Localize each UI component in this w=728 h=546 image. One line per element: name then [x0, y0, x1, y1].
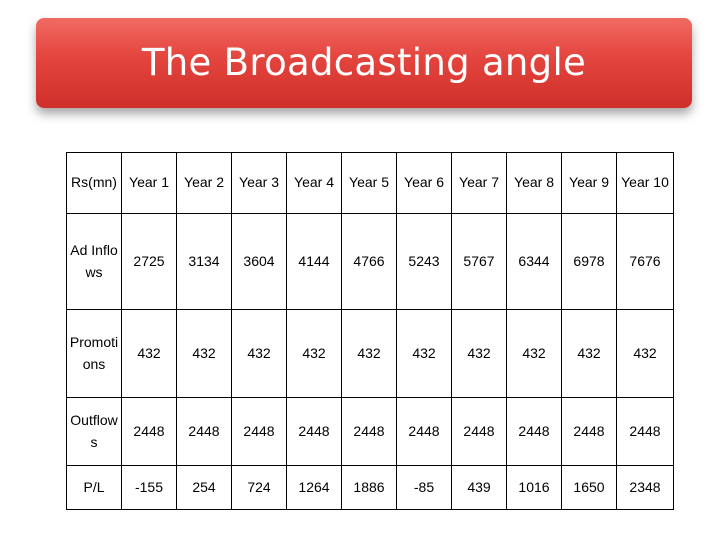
- header-cell-year: Year 5: [341, 152, 397, 214]
- table-row: P/L -155 254 724 1264 1886 -85 439 1016 …: [66, 465, 674, 510]
- header-cell-year: Year 6: [396, 152, 452, 214]
- header-cell-unit: Rs(mn): [66, 152, 122, 214]
- table-cell: 432: [176, 309, 232, 398]
- table-cell: 724: [231, 465, 287, 510]
- table-cell: 432: [506, 309, 562, 398]
- table-cell: 2448: [451, 397, 507, 466]
- table-row: Promotions 432 432 432 432 432 432 432 4…: [66, 309, 674, 398]
- header-cell-year: Year 9: [561, 152, 617, 214]
- table-cell: 2448: [176, 397, 232, 466]
- header-cell-year: Year 7: [451, 152, 507, 214]
- row-label-cell: Ad Inflows: [66, 213, 122, 310]
- table-cell: 2448: [561, 397, 617, 466]
- header-cell-year: Year 4: [286, 152, 342, 214]
- table-cell: 7676: [616, 213, 674, 310]
- header-cell-year: Year 8: [506, 152, 562, 214]
- header-cell-year: Year 2: [176, 152, 232, 214]
- table-cell: 432: [121, 309, 177, 398]
- broadcasting-table: Rs(mn) Year 1 Year 2 Year 3 Year 4 Year …: [66, 152, 674, 510]
- table-cell: 4144: [286, 213, 342, 310]
- header-cell-year: Year 3: [231, 152, 287, 214]
- table-cell: 2448: [286, 397, 342, 466]
- table-header-row: Rs(mn) Year 1 Year 2 Year 3 Year 4 Year …: [66, 152, 674, 214]
- table-cell: 3604: [231, 213, 287, 310]
- header-cell-year: Year 1: [121, 152, 177, 214]
- table-cell: 2348: [616, 465, 674, 510]
- row-label-cell: P/L: [66, 465, 122, 510]
- table-cell: 432: [616, 309, 674, 398]
- table-cell: 2448: [231, 397, 287, 466]
- table-cell: 432: [341, 309, 397, 398]
- table-cell: 439: [451, 465, 507, 510]
- table-cell: 254: [176, 465, 232, 510]
- table-cell: 1650: [561, 465, 617, 510]
- table-cell: 5243: [396, 213, 452, 310]
- table-cell: 432: [231, 309, 287, 398]
- table-cell: 432: [396, 309, 452, 398]
- table-cell: 4766: [341, 213, 397, 310]
- table-cell: 432: [286, 309, 342, 398]
- table-cell: 1264: [286, 465, 342, 510]
- table-cell: 1886: [341, 465, 397, 510]
- table-cell: 2448: [341, 397, 397, 466]
- slide-title: The Broadcasting angle: [141, 40, 587, 84]
- table-cell: 432: [561, 309, 617, 398]
- table-cell: 2448: [396, 397, 452, 466]
- table-cell: 2725: [121, 213, 177, 310]
- table-cell: 3134: [176, 213, 232, 310]
- title-banner: The Broadcasting angle: [36, 18, 692, 108]
- row-label-cell: Promotions: [66, 309, 122, 398]
- header-cell-year: Year 10: [616, 152, 674, 214]
- table-cell: 2448: [121, 397, 177, 466]
- table-row: Outflows 2448 2448 2448 2448 2448 2448 2…: [66, 397, 674, 466]
- table-cell: 432: [451, 309, 507, 398]
- table-cell: 6344: [506, 213, 562, 310]
- table-cell: 1016: [506, 465, 562, 510]
- row-label-cell: Outflows: [66, 397, 122, 466]
- table-row: Ad Inflows 2725 3134 3604 4144 4766 5243…: [66, 213, 674, 310]
- table-cell: -85: [396, 465, 452, 510]
- table-cell: 2448: [616, 397, 674, 466]
- table-cell: 5767: [451, 213, 507, 310]
- table-cell: 2448: [506, 397, 562, 466]
- table-cell: 6978: [561, 213, 617, 310]
- table-cell: -155: [121, 465, 177, 510]
